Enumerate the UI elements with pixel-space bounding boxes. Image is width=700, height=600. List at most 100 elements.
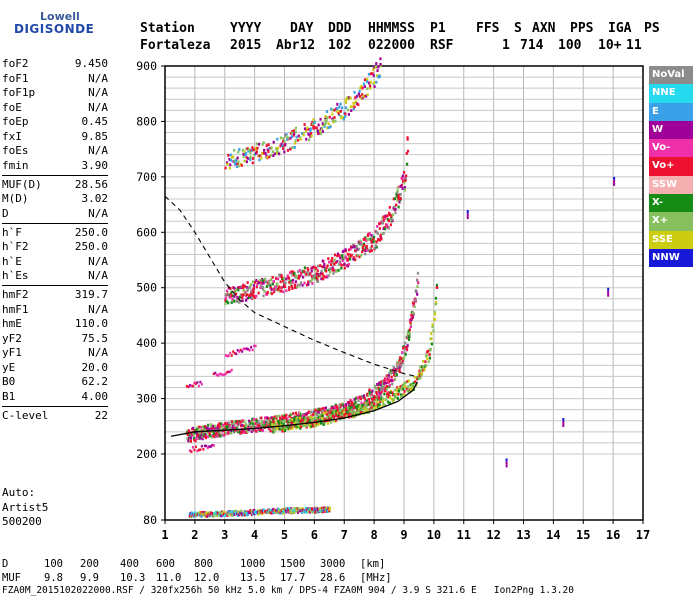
x-trace-echo [402, 394, 405, 398]
o-trace-echo [221, 434, 224, 437]
second-hop-echo [375, 240, 378, 244]
x-trace-echo [427, 360, 430, 364]
x-trace-echo [431, 325, 434, 329]
third-hop-echo [309, 135, 312, 138]
x-tick-label: 1 [161, 528, 168, 542]
second-hop-echo [346, 264, 350, 268]
ancillary-echo [191, 446, 194, 449]
second-hop-echo [319, 271, 323, 275]
param-value: N/A [88, 144, 108, 157]
o-trace-echo [394, 377, 397, 381]
x-trace-echo [365, 404, 368, 407]
third-hop-echo [373, 65, 376, 69]
third-hop-echo [255, 150, 258, 154]
o-trace-echo [269, 417, 272, 421]
third-hop-echo [228, 166, 232, 170]
x-trace-echo [315, 416, 318, 420]
second-hop-echo [347, 248, 351, 252]
o-trace-echo [366, 393, 369, 397]
param-name: yE [2, 360, 16, 374]
second-hop-echo [238, 285, 241, 289]
header-label-7: S [514, 21, 522, 36]
second-hop-echo [348, 253, 351, 257]
x-trace-echo [353, 415, 356, 419]
x-trace-echo [431, 323, 434, 327]
second-hop-echo [355, 247, 358, 251]
param-name: M(D) [2, 192, 29, 205]
autoscaling-info: Auto: Artist5 500200 [2, 486, 48, 530]
o-trace-echo [368, 388, 371, 392]
second-hop-echo [384, 216, 387, 220]
second-hop-echo [225, 300, 228, 303]
x-trace-echo [271, 422, 274, 426]
ancillary-echo [223, 373, 226, 377]
second-hop-echo [331, 256, 334, 260]
header-label-2: DAY [290, 21, 314, 36]
x-trace-echo [418, 374, 422, 378]
x-trace-echo [367, 402, 370, 406]
o-trace-echo [413, 305, 416, 309]
second-hop-echo [258, 281, 261, 285]
x-trace-echo [387, 392, 390, 396]
param-separator [2, 285, 108, 286]
logo-line1: Lowell [40, 10, 80, 23]
second-hop-echo [283, 282, 286, 286]
x-tick-label: 11 [457, 528, 471, 542]
third-hop-echo [226, 162, 229, 166]
x-trace-echo [406, 380, 409, 383]
third-hop-echo [353, 105, 356, 109]
third-hop-echo [344, 112, 347, 116]
o-trace-echo [250, 426, 253, 430]
second-hop-echo [403, 188, 407, 192]
second-hop-echo [340, 263, 343, 267]
low-region-echo [262, 509, 265, 513]
x-trace-echo [395, 389, 399, 392]
third-hop-echo [378, 74, 381, 78]
second-hop-echo [305, 283, 309, 287]
second-hop-echo [284, 281, 287, 285]
third-hop-echo [247, 148, 251, 151]
second-hop-echo [274, 285, 278, 289]
o-trace-echo [345, 403, 348, 406]
low-region-echo [301, 508, 305, 512]
o-trace-echo [228, 430, 232, 433]
footer-d-value: 1500 [280, 558, 306, 570]
ancillary-echo [196, 381, 199, 384]
x-trace-echo [397, 392, 400, 396]
second-hop-echo [253, 296, 257, 299]
o-trace-echo [250, 430, 253, 433]
third-hop-echo [233, 159, 236, 163]
second-hop-echo [324, 275, 327, 279]
x-trace-echo [428, 353, 431, 357]
x-trace-echo [360, 408, 363, 412]
y-tick-label: 600 [136, 225, 157, 239]
x-trace-echo [302, 424, 305, 428]
second-hop-echo [328, 268, 331, 272]
x-trace-echo [391, 391, 394, 395]
o-trace-echo [194, 439, 197, 443]
x-trace-echo [386, 400, 390, 404]
third-hop-echo [244, 152, 248, 155]
second-hop-echo [358, 255, 361, 259]
second-hop-echo [321, 265, 324, 269]
second-hop-echo [336, 260, 339, 263]
third-hop-echo [377, 65, 380, 69]
param-name: hmE [2, 317, 22, 330]
isolated-echo [607, 290, 610, 294]
o-trace-echo [224, 431, 227, 435]
low-region-echo [237, 510, 240, 514]
low-region-echo [253, 508, 256, 512]
o-trace-echo [187, 429, 190, 433]
x-trace-echo [383, 392, 386, 396]
second-hop-echo [318, 274, 321, 278]
third-hop-echo [310, 132, 313, 135]
o-trace-echo [355, 403, 358, 407]
third-hop-echo [324, 121, 327, 125]
x-trace-echo [302, 416, 305, 420]
third-hop-echo [304, 129, 308, 133]
low-region-echo [222, 512, 226, 516]
x-trace-echo [318, 416, 322, 420]
third-hop-echo [254, 146, 257, 150]
low-region-echo [299, 507, 303, 511]
footer-muf-label: MUF [2, 572, 21, 584]
